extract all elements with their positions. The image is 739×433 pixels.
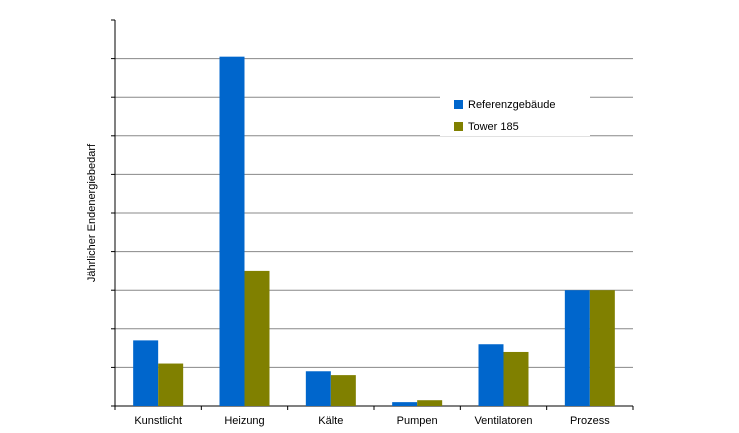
legend-box [440, 88, 590, 136]
bar [478, 344, 504, 406]
bar [305, 371, 331, 406]
bar [158, 363, 184, 406]
x-tick-label: Ventilatoren [474, 415, 532, 427]
legend-label: Tower 185 [468, 121, 519, 133]
bar [589, 290, 615, 406]
bar [564, 290, 590, 406]
bar [244, 270, 270, 406]
bar [417, 400, 443, 406]
bar [503, 351, 529, 406]
x-tick-label: Prozess [570, 415, 610, 427]
x-tick-label: Kälte [318, 415, 343, 427]
legend-swatch [454, 100, 463, 109]
legend-label: Referenzgebäude [468, 99, 555, 111]
bar [219, 56, 245, 407]
x-tick-label: Heizung [224, 415, 264, 427]
legend-swatch [454, 122, 463, 131]
x-tick-label: Kunstlicht [134, 415, 182, 427]
bar [133, 340, 159, 406]
y-axis-label: Jährlicher Endenergiebedarf [86, 143, 98, 282]
x-tick-label: Pumpen [397, 415, 438, 427]
bar [392, 402, 418, 406]
bar [330, 375, 356, 406]
